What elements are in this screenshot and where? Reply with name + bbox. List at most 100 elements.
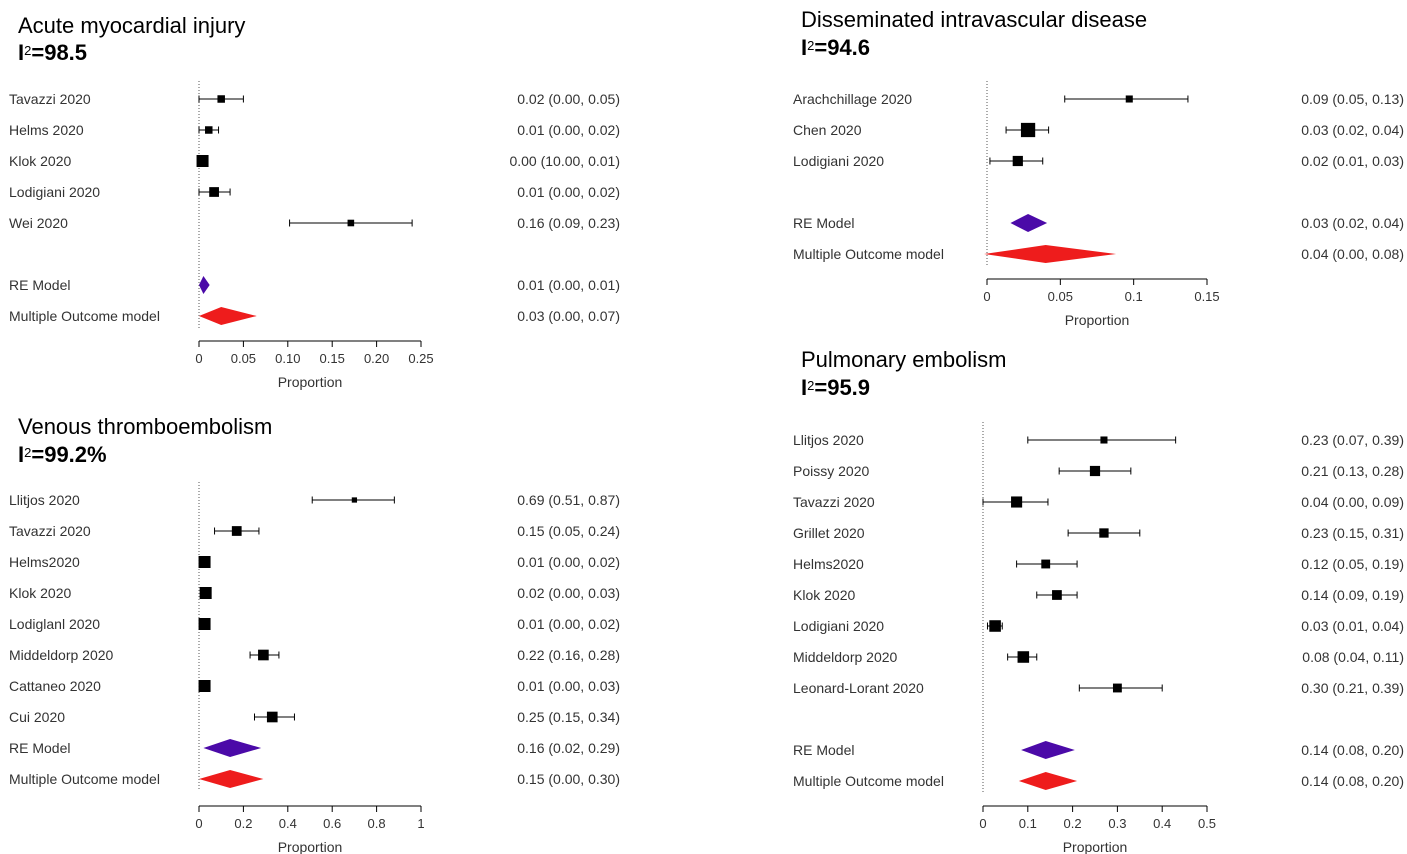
row-label: Wei 2020: [9, 215, 68, 231]
row-label: Llitjos 2020: [9, 492, 80, 508]
estimate-text: 0.23 (0.07, 0.39): [1301, 432, 1404, 448]
study-point: [258, 649, 269, 661]
row-label: Klok 2020: [9, 585, 71, 601]
row-label: Middeldorp 2020: [793, 649, 898, 665]
x-tick-label: 0.05: [231, 351, 256, 366]
study-point: [266, 711, 278, 723]
panel-title: Pulmonary embolism: [801, 347, 1007, 372]
estimate-text: 0.00 (10.00, 0.01): [509, 153, 620, 169]
estimate-text: 0.15 (0.00, 0.30): [517, 771, 620, 787]
row-label: RE Model: [793, 742, 854, 758]
estimate-text: 0.22 (0.16, 0.28): [517, 647, 620, 663]
row-label: Middeldorp 2020: [9, 647, 114, 663]
x-tick-label: 1: [417, 816, 424, 831]
x-tick-label: 0.1: [1019, 816, 1037, 831]
estimate-text: 0.30 (0.21, 0.39): [1301, 680, 1404, 696]
study-point: [347, 219, 355, 227]
x-tick-label: 0.5: [1198, 816, 1216, 831]
row-label: RE Model: [9, 740, 70, 756]
x-tick-label: 0.4: [1153, 816, 1171, 831]
study-point: [1100, 436, 1108, 444]
row-label: Poissy 2020: [793, 463, 869, 479]
estimate-text: 0.02 (0.00, 0.05): [517, 91, 620, 107]
study-point: [1125, 95, 1133, 103]
x-axis-label: Proportion: [278, 839, 343, 854]
estimate-text: 0.03 (0.00, 0.07): [517, 308, 620, 324]
x-tick-label: 0.2: [1064, 816, 1082, 831]
estimate-text: 0.12 (0.05, 0.19): [1301, 556, 1404, 572]
estimate-text: 0.03 (0.02, 0.04): [1301, 215, 1404, 231]
study-point: [1099, 528, 1109, 538]
x-tick-label: 0: [983, 289, 990, 304]
x-tick-label: 0.3: [1108, 816, 1126, 831]
panel-title: Disseminated intravascular disease: [801, 7, 1148, 32]
row-label: Chen 2020: [793, 122, 862, 138]
x-axis-label: Proportion: [278, 374, 343, 390]
row-label: Lodiglanl 2020: [9, 616, 100, 632]
x-tick-label: 0.2: [234, 816, 252, 831]
study-point: [989, 620, 1001, 632]
row-label: Arachchillage 2020: [793, 91, 912, 107]
estimate-text: 0.08 (0.04, 0.11): [1302, 649, 1404, 665]
estimate-text: 0.01 (0.00, 0.02): [517, 122, 620, 138]
summary-diamond: [1010, 214, 1048, 232]
x-tick-label: 0.4: [279, 816, 297, 831]
row-label: Cattaneo 2020: [9, 678, 101, 694]
estimate-text: 0.04 (0.00, 0.09): [1301, 494, 1404, 510]
estimate-text: 0.14 (0.08, 0.20): [1301, 773, 1404, 789]
heterogeneity-label: I2=95.9: [801, 375, 871, 400]
summary-diamond: [203, 739, 262, 757]
summary-diamond: [984, 245, 1117, 263]
estimate-text: 0.01 (0.00, 0.02): [517, 554, 620, 570]
estimate-text: 0.25 (0.15, 0.34): [517, 709, 620, 725]
study-point: [209, 187, 219, 197]
study-point: [1052, 590, 1062, 600]
x-tick-label: 0.20: [364, 351, 389, 366]
estimate-text: 0.03 (0.02, 0.04): [1301, 122, 1404, 138]
estimate-text: 0.16 (0.09, 0.23): [517, 215, 620, 231]
row-label: Tavazzi 2020: [9, 91, 91, 107]
heterogeneity-label: I2=99.2%: [18, 442, 107, 467]
x-tick-label: 0: [195, 351, 202, 366]
x-tick-label: 0: [195, 816, 202, 831]
row-label: Klok 2020: [9, 153, 71, 169]
estimate-text: 0.02 (0.00, 0.03): [517, 585, 620, 601]
study-point: [198, 618, 211, 630]
estimate-text: 0.09 (0.05, 0.13): [1301, 91, 1404, 107]
row-label: Helms2020: [793, 556, 864, 572]
x-axis-label: Proportion: [1065, 312, 1130, 328]
estimate-text: 0.01 (0.00, 0.02): [517, 184, 620, 200]
study-point: [1041, 559, 1051, 569]
study-point: [198, 680, 211, 692]
study-point: [198, 556, 211, 568]
study-point: [231, 526, 242, 536]
estimate-text: 0.01 (0.00, 0.02): [517, 616, 620, 632]
x-tick-label: 0.10: [275, 351, 300, 366]
summary-diamond: [199, 770, 264, 788]
summary-diamond: [1018, 772, 1078, 790]
panel-title: Venous thromboembolism: [18, 414, 273, 439]
study-point: [1011, 496, 1023, 508]
row-label: Helms 2020: [9, 122, 84, 138]
estimate-text: 0.02 (0.01, 0.03): [1301, 153, 1404, 169]
row-label: Grillet 2020: [793, 525, 865, 541]
x-tick-label: 0.1: [1125, 289, 1143, 304]
estimate-text: 0.14 (0.09, 0.19): [1301, 587, 1404, 603]
estimate-text: 0.01 (0.00, 0.01): [517, 277, 620, 293]
estimate-text: 0.14 (0.08, 0.20): [1301, 742, 1404, 758]
study-point: [1112, 683, 1122, 693]
row-label: Lodigiani 2020: [9, 184, 100, 200]
row-label: RE Model: [9, 277, 70, 293]
study-point: [1012, 155, 1023, 167]
estimate-text: 0.21 (0.13, 0.28): [1301, 463, 1404, 479]
estimate-text: 0.01 (0.00, 0.03): [517, 678, 620, 694]
row-label: Leonard-Lorant 2020: [793, 680, 924, 696]
study-point: [205, 126, 213, 134]
x-tick-label: 0: [979, 816, 986, 831]
x-tick-label: 0.15: [320, 351, 345, 366]
estimate-text: 0.04 (0.00, 0.08): [1301, 246, 1404, 262]
study-point: [1020, 122, 1036, 138]
x-tick-label: 0.05: [1048, 289, 1073, 304]
estimate-text: 0.69 (0.51, 0.87): [517, 492, 620, 508]
